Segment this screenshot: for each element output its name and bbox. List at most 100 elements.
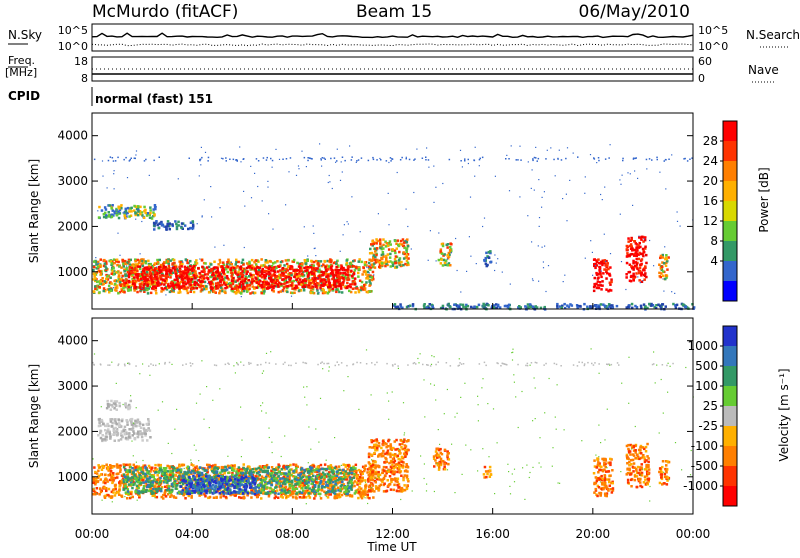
- echo-cell: [311, 472, 314, 475]
- echo-cell: [405, 240, 406, 241]
- echo-cell: [605, 288, 608, 291]
- echo-cell: [103, 486, 106, 489]
- echo-cell: [207, 160, 209, 162]
- echo-cell: [593, 283, 596, 286]
- echo-cell: [600, 276, 603, 279]
- echo-cell: [117, 157, 119, 159]
- echo-cell: [294, 287, 297, 290]
- echo-cell: [135, 286, 138, 289]
- echo-cell: [344, 470, 347, 473]
- echo-cell: [632, 275, 635, 278]
- echo-cell: [379, 238, 382, 241]
- echo-cell: [436, 260, 437, 261]
- echo-cell: [585, 176, 586, 177]
- echo-cell: [282, 291, 283, 292]
- echo-cell: [219, 290, 222, 293]
- echo-cell: [527, 303, 530, 306]
- echo-cell: [189, 272, 192, 275]
- echo-cell: [462, 306, 465, 309]
- echo-cell: [121, 277, 122, 278]
- echo-cell: [196, 287, 199, 290]
- echo-cell: [566, 220, 567, 221]
- echo-cell: [355, 266, 358, 269]
- echo-cell: [485, 257, 488, 260]
- echo-cell: [157, 284, 160, 287]
- echo-cell: [390, 243, 393, 246]
- colorbar-tick-label: 4: [710, 254, 718, 268]
- echo-cell: [291, 493, 294, 496]
- echo-cell: [286, 158, 288, 160]
- echo-cell: [291, 287, 294, 290]
- echo-cell: [348, 290, 351, 293]
- echo-cell: [202, 276, 205, 279]
- echo-cell: [544, 306, 547, 309]
- freq-tick-bottom: 8: [81, 72, 88, 85]
- echo-cell: [159, 259, 162, 262]
- echo-cell: [606, 272, 609, 275]
- echo-cell: [190, 291, 193, 294]
- echo-cell: [642, 280, 643, 281]
- echo-cell: [665, 265, 668, 268]
- echo-cell: [531, 188, 532, 189]
- echo-cell: [243, 463, 246, 466]
- echo-cell: [266, 261, 269, 264]
- echo-cell: [469, 236, 470, 237]
- echo-cell: [140, 278, 143, 281]
- echo-cell: [190, 222, 193, 225]
- echo-cell: [233, 267, 236, 270]
- echo-cell: [146, 289, 149, 292]
- echo-cell: [95, 257, 96, 258]
- echo-cell: [162, 494, 165, 497]
- echo-cell: [340, 251, 341, 252]
- echo-cell: [464, 160, 466, 162]
- echo-cell: [342, 171, 343, 172]
- echo-cell: [108, 211, 111, 214]
- echo-cell: [158, 464, 161, 467]
- echo-cell: [639, 246, 642, 249]
- echo-cell: [94, 288, 97, 291]
- echo-cell: [372, 157, 374, 159]
- echo-cell: [341, 269, 344, 272]
- echo-cell: [230, 275, 233, 278]
- echo-cell: [275, 496, 278, 499]
- echo-cell: [144, 160, 146, 162]
- echo-cell: [479, 165, 480, 166]
- echo-cell: [592, 275, 593, 276]
- echo-cell: [335, 291, 338, 294]
- echo-cell: [233, 159, 235, 161]
- echo-cell: [291, 296, 292, 297]
- echo-cell: [279, 159, 280, 160]
- echo-cell: [187, 228, 190, 231]
- echo-cell: [173, 495, 176, 498]
- echo-cell: [282, 496, 285, 499]
- echo-cell: [665, 254, 668, 257]
- echo-cell: [210, 263, 213, 266]
- echo-cell: [470, 256, 471, 257]
- echo-cell: [156, 267, 157, 268]
- echo-cell: [605, 264, 608, 267]
- echo-cell: [338, 481, 341, 484]
- echo-cell: [626, 252, 629, 255]
- echo-cell: [283, 465, 286, 468]
- echo-cell: [211, 269, 214, 272]
- echo-cell: [298, 289, 301, 292]
- echo-cell: [232, 280, 235, 283]
- echo-cell: [372, 496, 375, 499]
- echo-cell: [255, 278, 258, 281]
- echo-cell: [333, 282, 336, 285]
- echo-cell: [277, 284, 280, 287]
- echo-cell: [610, 278, 613, 281]
- echo-cell: [300, 281, 303, 284]
- echo-cell: [608, 157, 610, 159]
- echo-cell: [311, 158, 313, 160]
- echo-cell: [533, 280, 534, 281]
- echo-cell: [177, 291, 180, 294]
- echo-cell: [366, 471, 369, 474]
- echo-cell: [98, 291, 101, 294]
- echo-cell: [428, 260, 429, 261]
- echo-cell: [246, 290, 249, 293]
- echo-cell: [629, 245, 632, 248]
- echo-cell: [600, 261, 603, 264]
- echo-cell: [93, 466, 96, 469]
- echo-cell: [127, 207, 130, 210]
